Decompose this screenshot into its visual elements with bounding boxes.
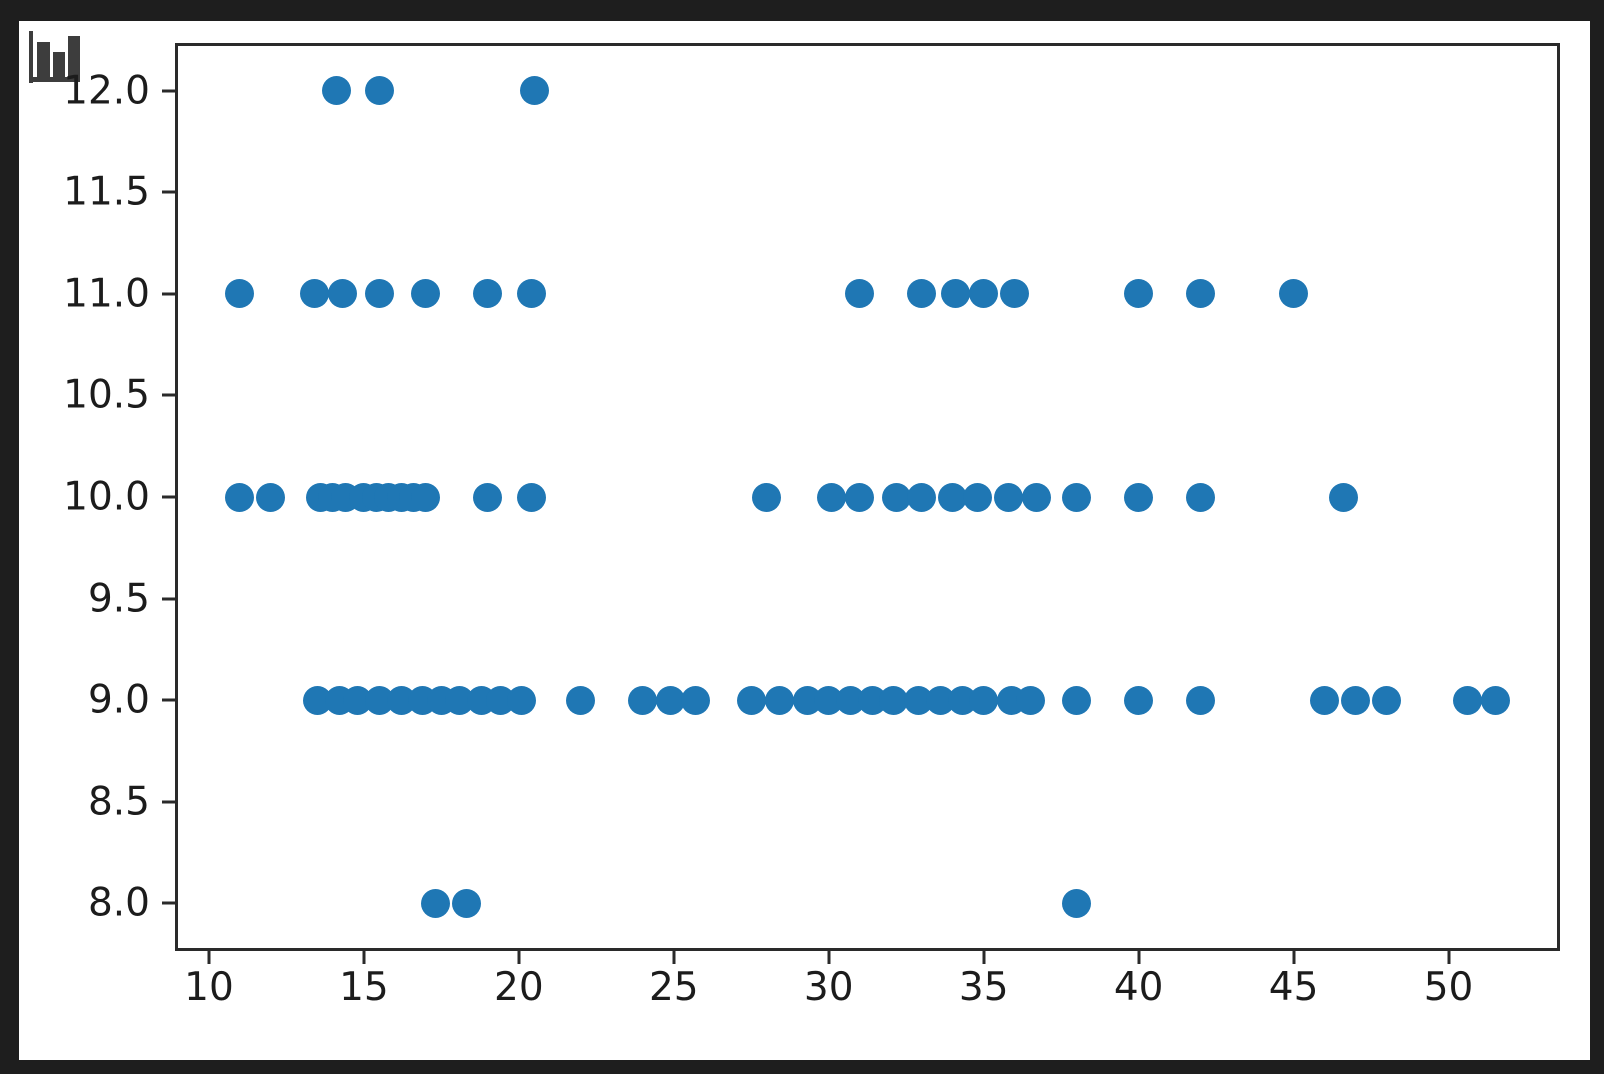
scatter-point	[1062, 888, 1092, 918]
scatter-point	[907, 279, 937, 309]
scatter-point	[299, 279, 329, 309]
x-tick-mark	[827, 951, 831, 964]
scatter-point	[938, 482, 968, 512]
plot-area: 10 15 20 25 30 35 40 45 50 8.0 8.5 9.0 9.5 10.0 10.5 11…	[63, 43, 1560, 1007]
x-tick-label: 25	[648, 965, 699, 1010]
x-tick-label: 35	[958, 965, 1009, 1010]
y-tick-label: 12.0	[63, 68, 150, 114]
y-tick-mark	[162, 393, 175, 397]
y-tick-mark	[162, 292, 175, 296]
scatter-point	[1480, 685, 1510, 715]
scatter-point	[451, 888, 481, 918]
scatter-point	[907, 482, 937, 512]
scatter-point	[963, 482, 992, 512]
x-tick-label: 10	[184, 965, 234, 1010]
scatter-point	[1186, 685, 1216, 715]
x-tick-label: 15	[339, 965, 389, 1010]
scatter-point	[764, 685, 794, 715]
y-tick-mark	[162, 698, 175, 702]
scatter-point	[364, 76, 394, 106]
scatter-point	[1310, 685, 1340, 715]
x-tick-mark	[1292, 951, 1296, 964]
figure-canvas: 10 15 20 25 30 35 40 45 50 8.0 8.5 9.0 9.5 10.0 10.5 11…	[19, 21, 1590, 1060]
scatter-point	[1015, 685, 1045, 715]
scatter-point	[879, 685, 909, 715]
y-tick-mark	[162, 800, 175, 804]
scatter-point	[566, 685, 596, 715]
scatter-point	[327, 279, 357, 309]
scatter-point	[817, 482, 847, 512]
scatter-point	[420, 888, 450, 918]
scatter-point	[1452, 685, 1482, 715]
scatter-point	[516, 279, 546, 309]
bar-chart-icon	[29, 31, 80, 83]
scatter-point	[845, 279, 875, 309]
x-tick-mark	[1137, 951, 1141, 964]
y-tick-label: 10.0	[63, 474, 150, 520]
x-tick-label: 20	[494, 965, 544, 1010]
scatter-point	[321, 76, 351, 106]
y-tick-label: 9.0	[87, 677, 150, 723]
y-tick-label: 10.5	[63, 372, 150, 418]
y-tick-mark	[162, 190, 175, 194]
x-tick-label: 50	[1423, 965, 1474, 1010]
scatter-point	[1021, 482, 1051, 512]
y-tick-mark	[162, 901, 175, 905]
y-tick-label: 8.5	[87, 779, 150, 825]
scatter-point	[752, 482, 782, 512]
x-tick-mark	[362, 951, 366, 964]
scatter-point	[225, 482, 255, 512]
scatter-point	[736, 685, 766, 715]
scatter-point	[516, 482, 546, 512]
scatter-point	[845, 482, 875, 512]
scatter-point	[1186, 482, 1216, 512]
x-tick-label: 30	[803, 965, 854, 1010]
scatter-point	[473, 482, 503, 512]
scatter-point	[656, 685, 686, 715]
y-tick-mark	[162, 495, 175, 499]
scatter-point	[969, 685, 999, 715]
scatter-point	[1279, 279, 1309, 309]
y-tick-mark	[162, 89, 175, 93]
x-tick-mark	[517, 951, 521, 964]
scatter-point	[411, 279, 441, 309]
scatter-point	[1341, 685, 1371, 715]
x-tick-mark	[982, 951, 986, 964]
scatter-point	[411, 482, 441, 512]
scatter-point	[1062, 482, 1092, 512]
y-tick-label: 8.0	[87, 880, 150, 926]
scatter-point	[628, 685, 658, 715]
x-tick-label: 40	[1113, 965, 1164, 1010]
scatter-point	[225, 279, 255, 309]
x-tick-mark	[1447, 951, 1451, 964]
scatter-point	[1186, 279, 1216, 309]
y-tick-mark	[162, 597, 175, 601]
scatter-point	[1062, 685, 1092, 715]
x-tick-label: 45	[1268, 965, 1319, 1010]
scatter-point	[681, 685, 710, 715]
scatter-point	[1328, 482, 1358, 512]
scatter-point	[1372, 685, 1402, 715]
scatter-point	[473, 279, 503, 309]
scatter-point	[364, 279, 394, 309]
scatter-point	[1000, 279, 1030, 309]
scatter-point	[1124, 279, 1154, 309]
y-tick-label: 9.5	[87, 576, 150, 622]
scatter-point	[1124, 685, 1154, 715]
x-tick-mark	[672, 951, 676, 964]
scatter-point	[969, 279, 999, 309]
scatter-point	[256, 482, 286, 512]
scatter-point	[941, 279, 971, 309]
scatter-point	[993, 482, 1023, 512]
scatter-point	[1124, 482, 1154, 512]
x-tick-mark	[207, 951, 211, 964]
scatter-point	[519, 76, 549, 106]
scatter-point	[507, 685, 537, 715]
scatter-point	[882, 482, 912, 512]
y-tick-label: 11.0	[63, 271, 150, 317]
y-tick-label: 11.5	[63, 169, 150, 215]
